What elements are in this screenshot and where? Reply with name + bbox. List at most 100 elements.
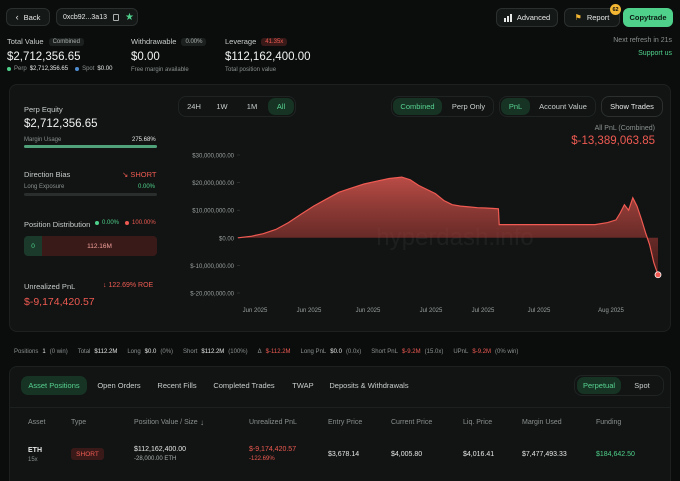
funding-cell: $184,642.50 — [596, 451, 635, 458]
margin-usage-label: Margin Usage — [24, 137, 62, 143]
margin-used-cell: $7,477,493.33 — [522, 451, 567, 458]
column-header-margin-used[interactable]: Margin Used — [522, 419, 562, 426]
report-count-badge: 62 — [610, 4, 621, 15]
range-all-button[interactable]: All — [268, 98, 294, 115]
mode-perp-only-button[interactable]: Perp Only — [451, 102, 486, 111]
report-button[interactable]: ⚑ Report — [564, 8, 620, 27]
leverage-cell: 15x — [28, 457, 38, 463]
flag-icon: ⚑ — [574, 13, 582, 22]
address-chip[interactable]: 0xcb92...3a13 ★ — [56, 8, 138, 26]
total-value: $2,712,356.65 — [7, 51, 81, 63]
short-badge: SHORT — [71, 448, 104, 460]
unrealized-roe: ↓ 122.69% ROE — [103, 282, 154, 289]
column-header-liq-price[interactable]: Liq. Price — [463, 419, 493, 426]
tab-twap[interactable]: TWAP — [292, 381, 314, 390]
show-trades-button[interactable]: Show Trades — [601, 96, 663, 117]
current-price-cell: $4,005.80 — [391, 451, 423, 458]
market-perpetual-button[interactable]: Perpetual — [577, 377, 621, 394]
pnl-area — [238, 177, 658, 275]
back-button[interactable]: ‹ Back — [6, 8, 50, 26]
leverage-label: Leverage — [225, 37, 257, 46]
x-tick-label: Aug 2025 — [598, 308, 624, 314]
star-icon[interactable]: ★ — [124, 11, 134, 23]
column-header-asset[interactable]: Asset — [28, 419, 46, 426]
pnl-end-point[interactable] — [654, 271, 662, 279]
range-group — [178, 96, 296, 117]
position-size-cell: -28,000.00 ETH — [134, 456, 177, 462]
tab-recent-fills[interactable]: Recent Fills — [157, 381, 197, 390]
x-tick-label: Jun 2025 — [243, 308, 268, 314]
margin-usage-value: 275.68% — [132, 137, 156, 143]
range-1w-button[interactable]: 1W — [216, 102, 228, 111]
upnl-cell: $-9,174,420.57 — [249, 446, 297, 453]
combined-badge: Combined — [48, 37, 84, 46]
position-value-cell: $112,162,400.00 — [134, 446, 187, 453]
long-dot — [95, 221, 99, 225]
dist-short-segment: 112.16M — [42, 236, 157, 256]
pnl-chart[interactable]: $30,000,000.00 $20,000,000.00 $10,000,000.… — [170, 145, 665, 320]
chevron-left-icon: ‹ — [15, 12, 19, 22]
withdrawable-value: $0.00 — [131, 51, 160, 63]
withdrawable-badge: 0.00% — [181, 37, 207, 46]
x-tick-label: Jul 2025 — [420, 308, 443, 314]
withdrawable-label: Withdrawable — [131, 37, 177, 46]
long-exposure-bar — [24, 193, 157, 196]
market-spot-button[interactable]: Spot — [634, 381, 650, 390]
tab-deposits-withdrawals[interactable]: Deposits & Withdrawals — [329, 381, 409, 390]
leverage-badge: 41.35x — [261, 37, 288, 46]
y-tick-label: $-20,000,000.00 — [190, 292, 234, 298]
column-header-position-value-size[interactable]: Position Value / Size — [134, 419, 198, 426]
delta-icon: Δ — [257, 349, 262, 355]
column-header-funding[interactable]: Funding — [596, 419, 622, 426]
copytrade-button[interactable]: Copytrade — [623, 8, 673, 27]
long-exposure-label: Long Exposure — [24, 184, 65, 190]
x-tick-label: Jun 2025 — [297, 308, 322, 314]
mode-combined-button[interactable]: Combined — [393, 98, 442, 115]
perp-equity-value: $2,712,356.65 — [24, 118, 98, 130]
trend-down-icon: ↘ — [122, 170, 129, 179]
support-link[interactable]: Support us — [638, 50, 672, 57]
upnl-pct-cell: -122.69% — [249, 456, 275, 462]
y-tick-label: $30,000,000.00 — [192, 154, 234, 160]
copy-icon[interactable] — [112, 13, 119, 21]
tab-asset-positions[interactable]: Asset Positions — [21, 376, 87, 395]
range-24h-button[interactable]: 24H — [187, 102, 201, 111]
column-header-unrealized-pnl[interactable]: Unrealized PnL — [249, 419, 297, 426]
direction-bias-value: ↘ SHORT — [122, 170, 157, 179]
withdrawable-sub: Free margin available — [131, 67, 189, 73]
column-header-entry-price[interactable]: Entry Price — [328, 419, 363, 426]
range-1m-button[interactable]: 1M — [246, 102, 258, 111]
perp-equity-label: Perp Equity — [24, 105, 63, 114]
advanced-button[interactable]: Advanced — [496, 8, 558, 27]
tab-completed-trades[interactable]: Completed Trades — [213, 381, 275, 390]
metric-group — [499, 96, 596, 117]
column-header-type[interactable]: Type — [71, 419, 87, 426]
position-distribution-label: Position Distribution — [24, 220, 91, 229]
mode-group — [391, 96, 494, 117]
metric-pnl-button[interactable]: PnL — [501, 98, 530, 115]
dist-long-segment: 0 — [24, 236, 42, 256]
pnl-title: All PnL (Combined) — [594, 125, 655, 132]
y-tick-label: $0.00 — [219, 236, 235, 242]
liq-price-cell: $4,016.41 — [463, 451, 495, 458]
unrealized-pnl-value: $-9,174,420.57 — [24, 296, 95, 308]
margin-usage-bar — [24, 145, 157, 148]
arrow-down-icon: ↓ — [103, 282, 107, 289]
x-tick-label: Jul 2025 — [528, 308, 551, 314]
tab-open-orders[interactable]: Open Orders — [97, 381, 141, 390]
total-value-label: Total Value — [7, 37, 44, 46]
pnl-value: $-13,389,063.85 — [571, 135, 655, 147]
leverage-value: $112,162,400.00 — [225, 51, 311, 63]
direction-bias-label: Direction Bias — [24, 170, 71, 179]
column-header-current-price[interactable]: Current Price — [391, 419, 433, 426]
asset-cell[interactable]: ETH — [28, 447, 42, 454]
stats-strip: Positions 1 (0 win) Total $112.2M Long $… — [14, 349, 519, 355]
unrealized-pnl-label: Unrealized PnL — [24, 282, 76, 291]
positions-panel — [9, 366, 671, 481]
sort-down-icon[interactable]: ↓ — [200, 418, 204, 427]
refresh-timer: Next refresh in 21s — [613, 37, 672, 44]
metric-account-value-button[interactable]: Account Value — [539, 102, 587, 111]
short-dot — [125, 221, 130, 225]
leverage-sub: Total position value — [225, 67, 277, 73]
long-exposure-value: 0.00% — [138, 184, 156, 190]
